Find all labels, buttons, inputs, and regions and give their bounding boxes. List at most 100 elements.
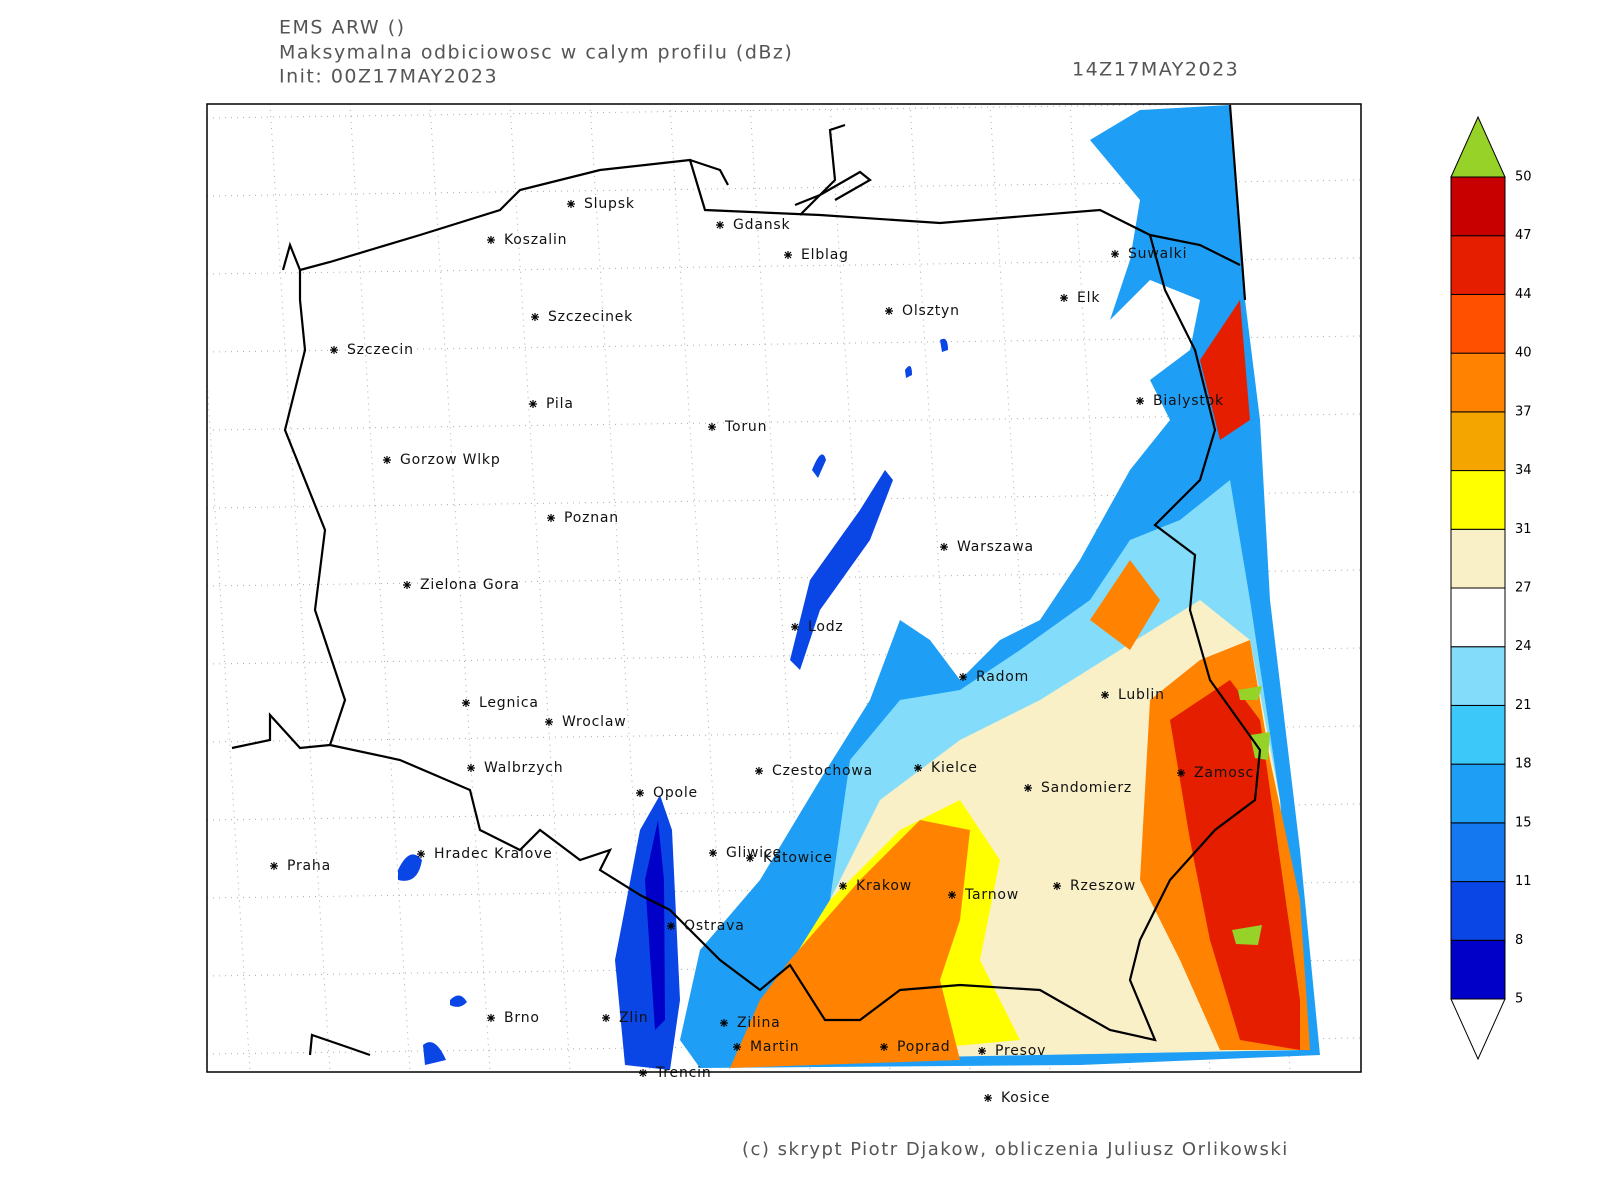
neighbour-borders bbox=[231, 104, 1247, 1057]
city-label: Tarnow bbox=[964, 887, 1019, 903]
city-label: Slupsk bbox=[584, 196, 635, 212]
parallel bbox=[207, 335, 1361, 353]
colorbar-label: 37 bbox=[1515, 404, 1532, 419]
colorbar-label: 50 bbox=[1515, 170, 1532, 185]
city-label: Suwalki bbox=[1128, 246, 1187, 262]
city-label: Hradec Kralove bbox=[434, 846, 553, 862]
parallel bbox=[207, 491, 1361, 509]
city-label: Radom bbox=[976, 669, 1029, 685]
colorbar-box bbox=[1450, 528, 1506, 589]
city-marker bbox=[1177, 769, 1185, 777]
colorbar-box bbox=[1450, 470, 1506, 530]
city-label: Rzeszow bbox=[1070, 878, 1136, 894]
city-label: Presov bbox=[995, 1043, 1046, 1059]
city-label: Olsztyn bbox=[902, 303, 960, 319]
city-label: Szczecinek bbox=[548, 309, 633, 325]
colorbar-box bbox=[1450, 763, 1506, 824]
colorbar-label: 8 bbox=[1515, 933, 1523, 948]
city-label: Czestochowa bbox=[772, 763, 873, 779]
city-marker bbox=[914, 764, 922, 772]
init-time: Init: 00Z17MAY2023 bbox=[279, 66, 498, 88]
colorbar-box bbox=[1450, 293, 1506, 354]
colorbar-label: 31 bbox=[1515, 522, 1532, 537]
colorbar-label: 15 bbox=[1515, 815, 1532, 830]
colorbar-box bbox=[1450, 939, 1506, 1000]
city-marker bbox=[948, 891, 956, 899]
parallel bbox=[207, 725, 1361, 743]
city-marker bbox=[1111, 250, 1119, 258]
city-marker bbox=[330, 346, 338, 354]
city-label: Opole bbox=[653, 785, 698, 801]
city-label: Lublin bbox=[1118, 687, 1165, 703]
colorbar: 5 8 11 15 18 21 24 27 31 34 37 40 44 47 50 bbox=[1450, 115, 1532, 1061]
city-marker bbox=[791, 623, 799, 631]
city-label: Szczecin bbox=[347, 342, 414, 358]
city-marker bbox=[755, 767, 763, 775]
city-label: Poznan bbox=[564, 510, 619, 526]
echo-blue-band bbox=[615, 470, 893, 1070]
city-marker bbox=[636, 789, 644, 797]
city-marker bbox=[383, 456, 391, 464]
city-label: Kielce bbox=[931, 760, 978, 776]
city-marker bbox=[720, 1019, 728, 1027]
colorbar-label: 27 bbox=[1515, 581, 1532, 596]
echo-red bbox=[1170, 300, 1300, 1050]
parallel bbox=[207, 257, 1361, 275]
parallel bbox=[207, 413, 1361, 431]
credit: (c) skrypt Piotr Djakow, obliczenia Juli… bbox=[742, 1139, 1289, 1160]
city-marker bbox=[1024, 784, 1032, 792]
city-label: Poprad bbox=[897, 1039, 950, 1055]
map-title: Maksymalna odbiciowosc w calym profilu (… bbox=[279, 42, 793, 64]
city-marker bbox=[547, 514, 555, 522]
coast bbox=[689, 123, 872, 216]
echo-dark-blue bbox=[645, 820, 665, 1030]
city-label: Katowice bbox=[763, 850, 833, 866]
city-marker bbox=[940, 543, 948, 551]
city-label: Gdansk bbox=[733, 217, 790, 233]
city-label: Krakow bbox=[856, 878, 912, 894]
city-label: Lodz bbox=[808, 619, 844, 635]
model-name: EMS ARW () bbox=[279, 17, 406, 39]
city-marker bbox=[959, 673, 967, 681]
borders bbox=[231, 104, 1262, 1057]
colorbar-label: 47 bbox=[1515, 228, 1532, 243]
city-marker bbox=[784, 251, 792, 259]
city-label: Elk bbox=[1077, 290, 1100, 306]
city-marker bbox=[545, 718, 553, 726]
parallel bbox=[207, 104, 1253, 119]
echo-orange bbox=[730, 560, 1310, 1068]
city-marker bbox=[716, 221, 724, 229]
city-marker bbox=[709, 849, 717, 857]
colorbar-box bbox=[1450, 881, 1506, 941]
reflectivity-field bbox=[398, 105, 1320, 1070]
city-label: Brno bbox=[504, 1010, 540, 1026]
parallel bbox=[207, 179, 1361, 197]
city-marker bbox=[417, 850, 425, 858]
colorbar-box bbox=[1450, 587, 1506, 648]
meridian bbox=[207, 370, 251, 1072]
city-marker bbox=[531, 313, 539, 321]
city-marker bbox=[403, 581, 411, 589]
map-frame bbox=[206, 103, 1362, 1073]
colorbar-box bbox=[1450, 646, 1506, 706]
city-marker bbox=[602, 1014, 610, 1022]
city-marker bbox=[1136, 397, 1144, 405]
colorbar-label: 21 bbox=[1515, 698, 1532, 713]
parallel bbox=[207, 803, 1361, 821]
city-marker bbox=[1060, 294, 1068, 302]
colorbar-box bbox=[1450, 352, 1506, 413]
colorbar-label: 24 bbox=[1515, 639, 1532, 654]
city-marker bbox=[529, 400, 537, 408]
city-label: Wroclaw bbox=[562, 714, 626, 730]
colorbar-label: 34 bbox=[1515, 463, 1532, 478]
colorbar-over bbox=[1450, 115, 1506, 178]
parallel bbox=[207, 1037, 1361, 1055]
parallel bbox=[207, 881, 1361, 899]
city-label: Gliwice bbox=[726, 845, 782, 861]
city-marker bbox=[1053, 882, 1061, 890]
city-label: Zielona Gora bbox=[420, 577, 520, 593]
parallel bbox=[207, 959, 1361, 977]
valid-time: 14Z17MAY2023 bbox=[1072, 59, 1239, 81]
city-marker bbox=[839, 882, 847, 890]
